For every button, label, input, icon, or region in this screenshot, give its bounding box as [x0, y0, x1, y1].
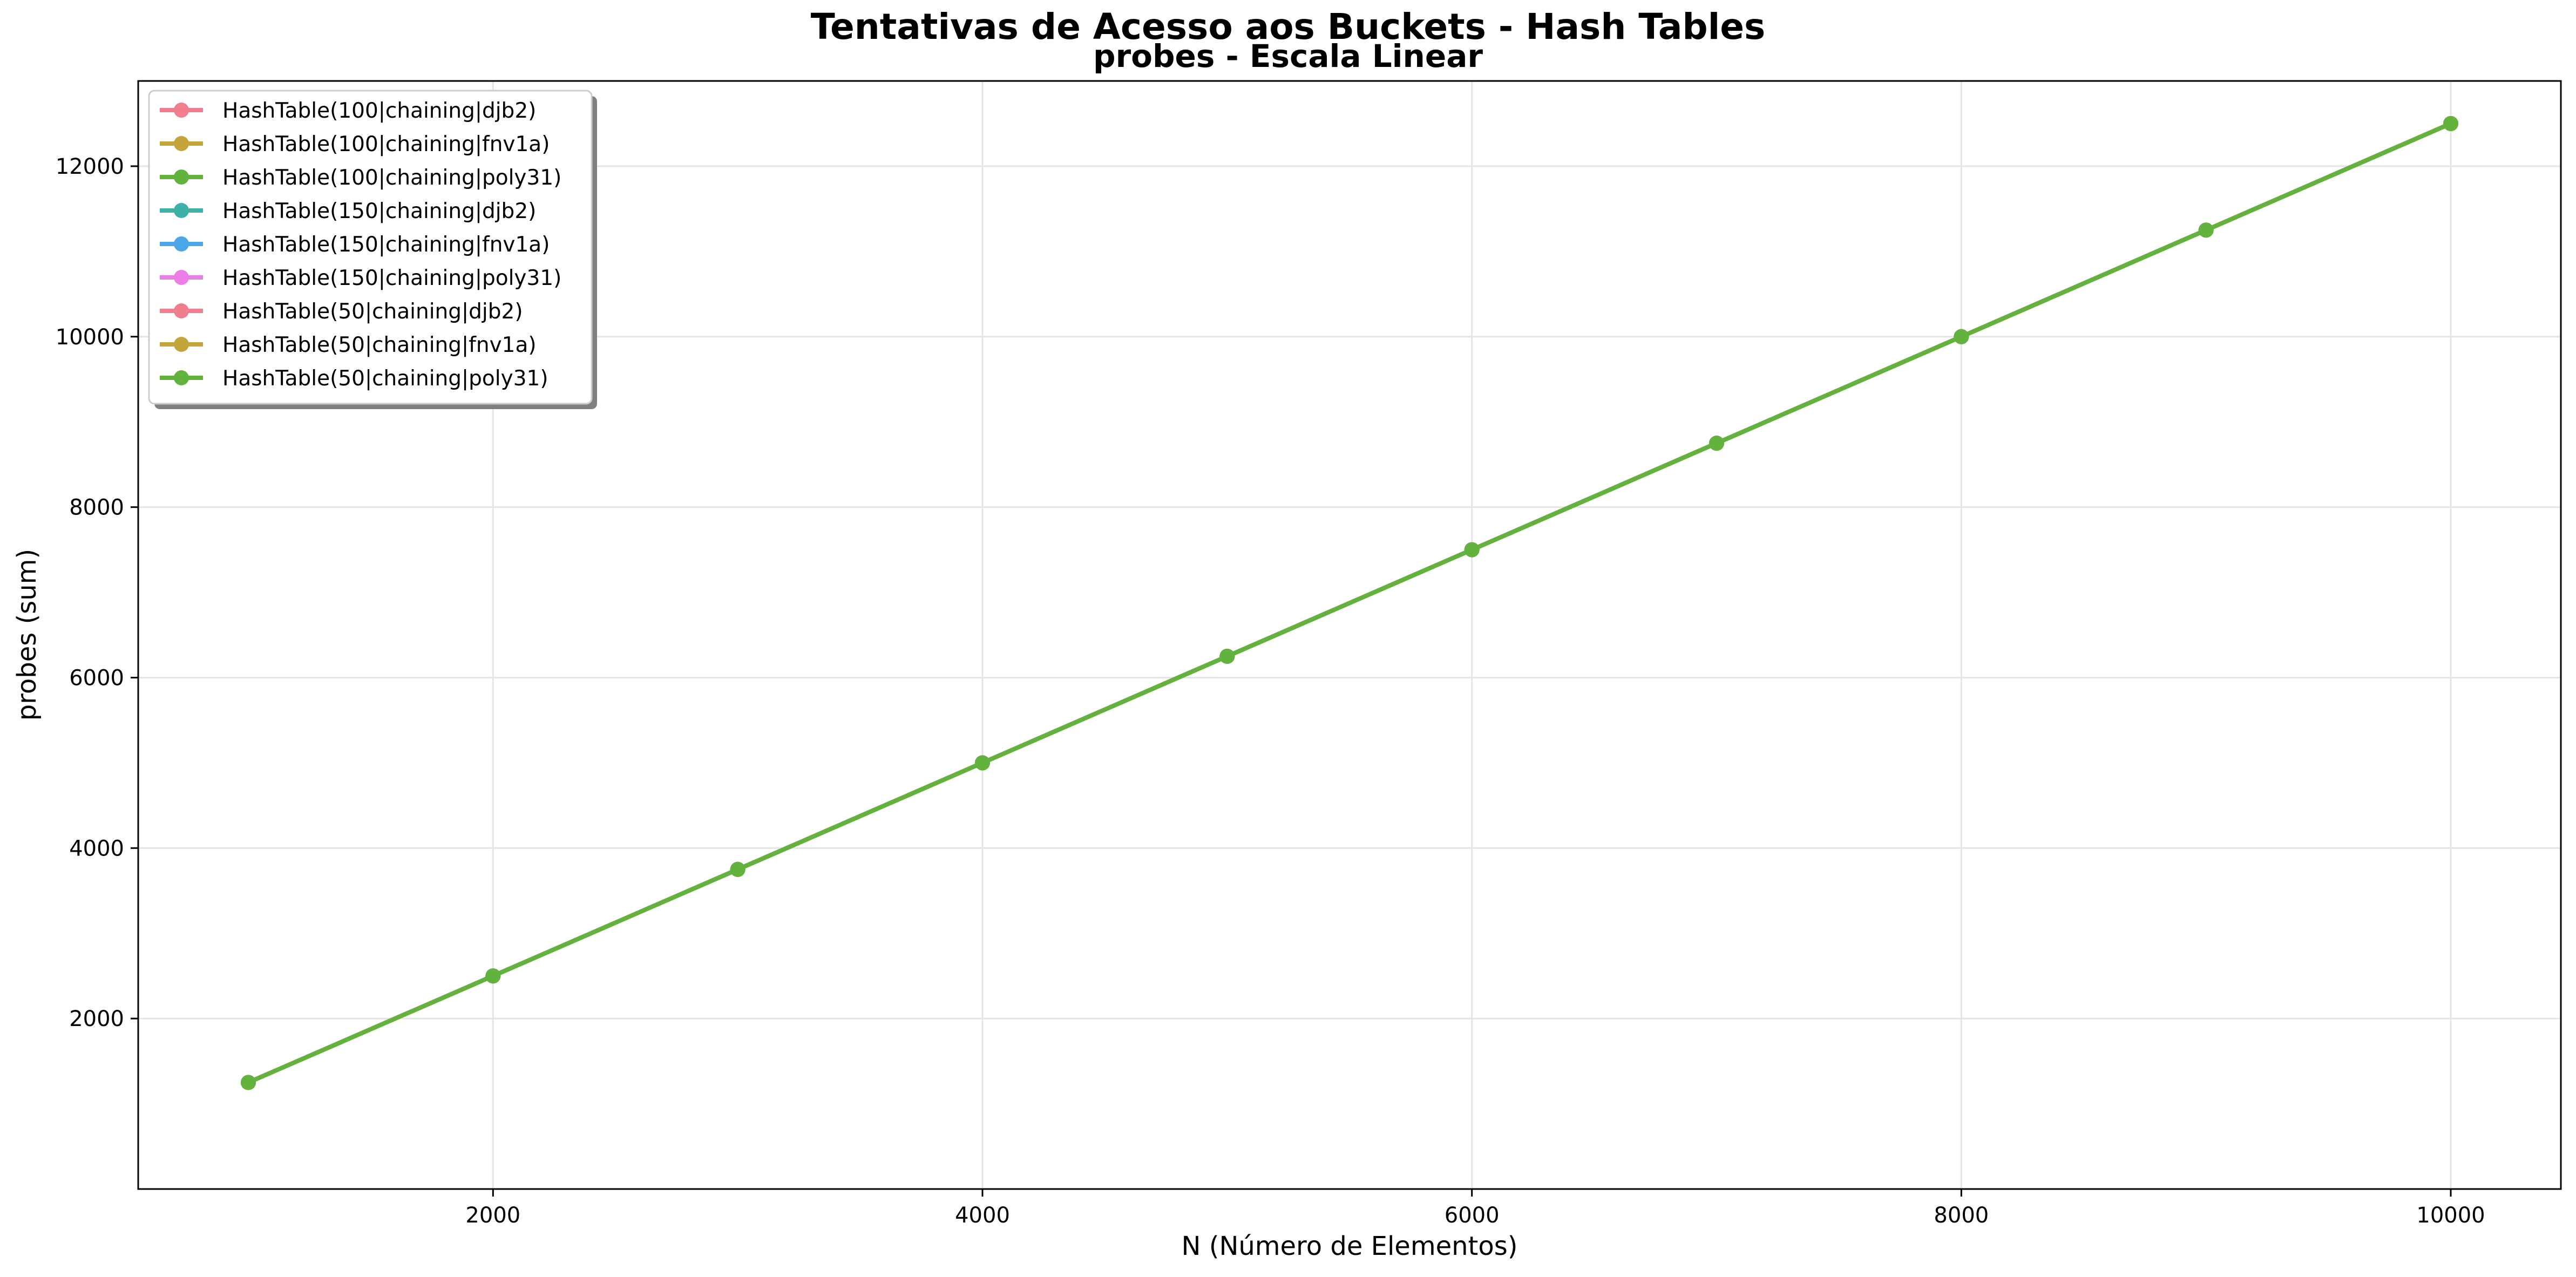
x-tick-label: 2000 — [465, 1203, 520, 1228]
data-point — [1954, 329, 1969, 344]
y-tick-label: 2000 — [69, 1007, 124, 1031]
legend: HashTable(100|chaining|djb2) HashTable(10… — [148, 90, 597, 409]
legend-label: HashTable(150|chaining|poly31) — [222, 266, 561, 290]
legend-swatch-marker — [174, 203, 189, 218]
y-tick-label: 6000 — [69, 665, 124, 690]
x-tick-label: 10000 — [2416, 1203, 2485, 1228]
data-point — [1709, 436, 1724, 451]
x-axis: 2000 4000 6000 8000 10000 — [465, 1189, 2485, 1228]
legend-swatch-marker — [174, 370, 189, 385]
legend-label: HashTable(50|chaining|djb2) — [222, 300, 523, 324]
legend-label: HashTable(50|chaining|fnv1a) — [222, 333, 537, 357]
legend-swatch-marker — [174, 270, 189, 285]
legend-swatch-marker — [174, 337, 189, 352]
series-line — [247, 121, 2452, 1085]
data-point — [730, 861, 745, 877]
data-point — [1464, 542, 1480, 558]
chart-title: Tentativas de Acesso aos Buckets - Hash … — [811, 6, 1766, 47]
y-axis-label: probes (sum) — [12, 549, 42, 721]
legend-label: HashTable(100|chaining|djb2) — [222, 99, 536, 123]
legend-label: HashTable(100|chaining|poly31) — [222, 166, 561, 190]
data-point — [2198, 222, 2214, 238]
legend-label: HashTable(50|chaining|poly31) — [222, 366, 548, 391]
y-tick-label: 4000 — [69, 836, 124, 861]
y-tick-label: 8000 — [69, 495, 124, 520]
data-point — [1219, 648, 1235, 664]
y-tick-label: 12000 — [56, 154, 124, 179]
legend-label: HashTable(100|chaining|fnv1a) — [222, 132, 550, 157]
legend-label: HashTable(150|chaining|fnv1a) — [222, 233, 550, 257]
data-point — [485, 968, 501, 984]
x-axis-label: N (Número de Elementos) — [1182, 1231, 1518, 1261]
series-layer — [241, 116, 2458, 1090]
legend-swatch-marker — [174, 303, 189, 318]
legend-swatch-marker — [174, 136, 189, 151]
x-tick-label: 6000 — [1445, 1203, 1500, 1228]
x-tick-label: 8000 — [1934, 1203, 1989, 1228]
data-point — [2443, 116, 2458, 131]
legend-swatch-marker — [174, 169, 189, 185]
legend-swatch-marker — [174, 236, 189, 252]
chart-subtitle: probes - Escala Linear — [1093, 38, 1483, 74]
series-9 — [241, 116, 2458, 1090]
grid-lines — [138, 81, 2561, 1189]
legend-box — [148, 90, 593, 405]
x-tick-label: 4000 — [955, 1203, 1010, 1228]
legend-label: HashTable(150|chaining|djb2) — [222, 199, 536, 223]
data-point — [975, 755, 990, 771]
y-axis: 2000 4000 6000 8000 10000 12000 — [56, 154, 138, 1031]
data-point — [241, 1075, 256, 1090]
legend-swatch-marker — [174, 103, 189, 118]
y-tick-label: 10000 — [56, 325, 124, 350]
plot-frame — [137, 80, 2562, 1190]
